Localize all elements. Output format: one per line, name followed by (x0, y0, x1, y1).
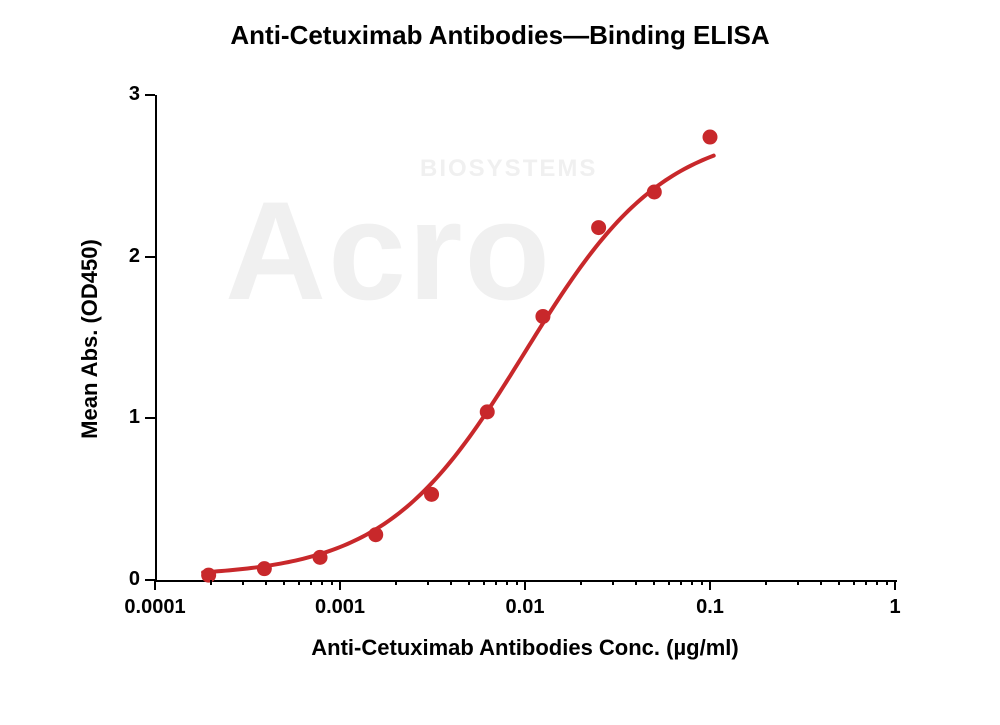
data-point (703, 130, 718, 145)
x-minor-tick (265, 580, 267, 585)
data-point (313, 550, 328, 565)
x-minor-tick (680, 580, 682, 585)
x-tick (709, 580, 711, 590)
x-minor-tick (321, 580, 323, 585)
x-minor-tick (865, 580, 867, 585)
x-tick (524, 580, 526, 590)
x-minor-tick (797, 580, 799, 585)
x-minor-tick (210, 580, 212, 585)
x-minor-tick (506, 580, 508, 585)
x-minor-tick (580, 580, 582, 585)
x-minor-tick (495, 580, 497, 585)
x-tick (154, 580, 156, 590)
y-tick (145, 94, 155, 96)
x-tick-label: 1 (889, 596, 900, 619)
x-minor-tick (765, 580, 767, 585)
data-point (368, 527, 383, 542)
x-tick-label: 0.0001 (124, 596, 185, 619)
x-minor-tick (468, 580, 470, 585)
x-minor-tick (427, 580, 429, 585)
x-minor-tick (653, 580, 655, 585)
x-minor-tick (483, 580, 485, 585)
x-minor-tick (853, 580, 855, 585)
y-tick-label: 3 (100, 83, 140, 106)
data-point (535, 309, 550, 324)
y-tick (145, 417, 155, 419)
data-point (480, 404, 495, 419)
y-tick-label: 2 (100, 245, 140, 268)
data-point (424, 487, 439, 502)
x-minor-tick (838, 580, 840, 585)
data-point (257, 561, 272, 576)
x-minor-tick (668, 580, 670, 585)
x-minor-tick (691, 580, 693, 585)
data-point (591, 220, 606, 235)
x-minor-tick (820, 580, 822, 585)
x-minor-tick (242, 580, 244, 585)
x-minor-tick (886, 580, 888, 585)
x-minor-tick (298, 580, 300, 585)
x-minor-tick (395, 580, 397, 585)
x-minor-tick (516, 580, 518, 585)
fit-curve (203, 156, 714, 573)
x-minor-tick (612, 580, 614, 585)
x-minor-tick (635, 580, 637, 585)
x-tick-label: 0.01 (506, 596, 545, 619)
x-minor-tick (283, 580, 285, 585)
x-tick (339, 580, 341, 590)
x-minor-tick (310, 580, 312, 585)
data-point (647, 185, 662, 200)
x-minor-tick (701, 580, 703, 585)
y-tick-label: 1 (100, 406, 140, 429)
x-minor-tick (450, 580, 452, 585)
x-minor-tick (331, 580, 333, 585)
y-tick-label: 0 (100, 568, 140, 591)
x-tick-label: 0.1 (696, 596, 724, 619)
x-axis-label: Anti-Cetuximab Antibodies Conc. (µg/ml) (275, 635, 775, 661)
x-tick-label: 0.001 (315, 596, 365, 619)
data-point (201, 568, 216, 583)
y-tick (145, 256, 155, 258)
x-minor-tick (876, 580, 878, 585)
x-tick (894, 580, 896, 590)
